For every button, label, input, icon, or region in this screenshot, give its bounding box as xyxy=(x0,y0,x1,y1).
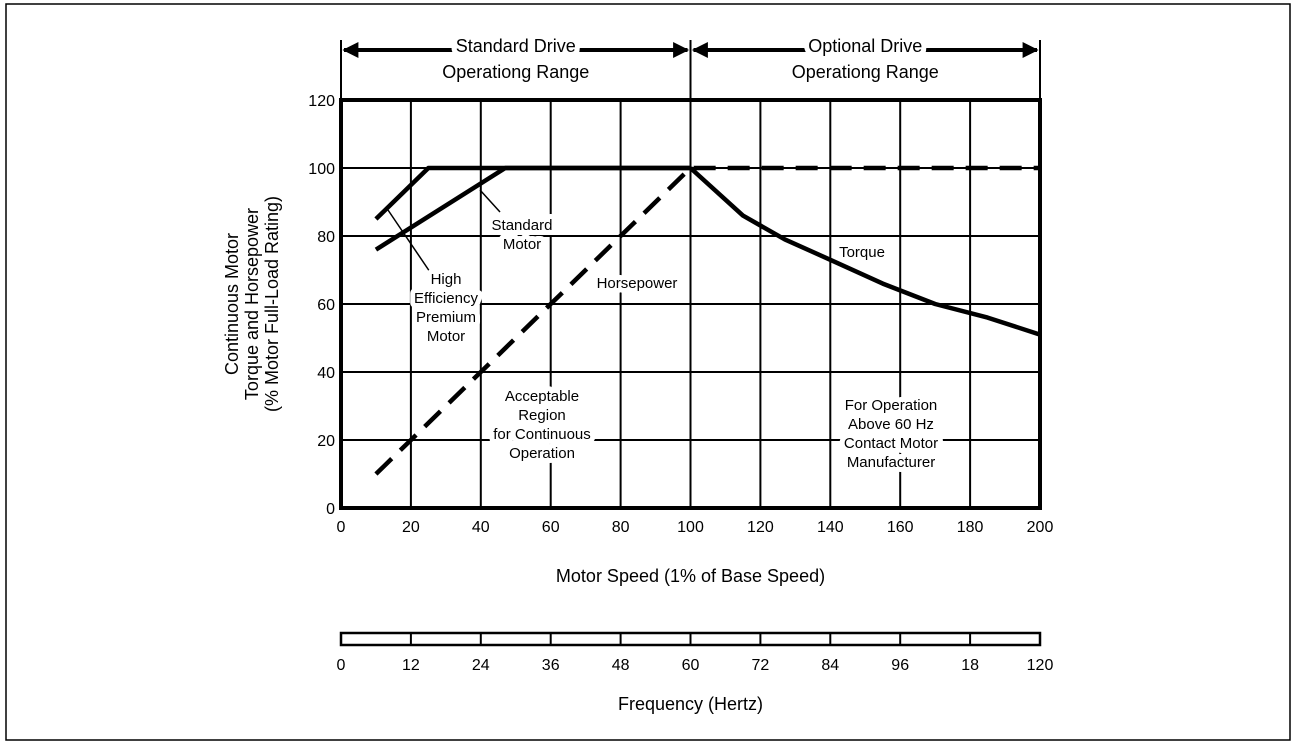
series-label-line: Standard xyxy=(492,217,553,234)
y-axis-label: Continuous MotorTorque and Horsepower(% … xyxy=(222,196,282,412)
leader-line xyxy=(387,209,431,273)
x-tick-label: 80 xyxy=(612,519,630,536)
x2-tick-label: 120 xyxy=(1027,657,1054,674)
frame xyxy=(5,3,1291,741)
series-label: Torque xyxy=(839,244,885,261)
x2-tick-label: 96 xyxy=(891,657,909,674)
annotation: For Operation Above 60 Hz Contact Motor Man… xyxy=(844,397,938,471)
annotation-line: Manufacturer xyxy=(847,454,935,471)
series-label-line: Motor xyxy=(503,236,541,253)
series-label-line: Premium xyxy=(416,309,476,326)
series-label: High Efficiency Premium Motor xyxy=(414,271,478,345)
annotation-line: Acceptable xyxy=(505,388,579,405)
x-tick-label: 200 xyxy=(1027,519,1054,536)
annotation-line: For Operation xyxy=(845,397,938,414)
y-tick-label: 0 xyxy=(326,501,335,518)
y-axis-label-line: (% Motor Full-Load Rating) xyxy=(262,196,282,412)
y-tick-label: 20 xyxy=(317,433,335,450)
x2-tick-label: 60 xyxy=(682,657,700,674)
range-label-line: Optional Drive xyxy=(808,36,922,56)
series-label-line: Efficiency xyxy=(414,290,478,307)
series-label: Horsepower xyxy=(597,275,678,292)
range-label: Optional Drive Operationg Range xyxy=(792,36,939,82)
x2-tick-label: 12 xyxy=(402,657,420,674)
y-tick-label: 100 xyxy=(308,161,335,178)
x-tick-label: 100 xyxy=(677,519,704,536)
y-tick-label: 80 xyxy=(317,229,335,246)
x-tick-label: 40 xyxy=(472,519,490,536)
x-tick-label: 0 xyxy=(337,519,346,536)
y-tick-label: 60 xyxy=(317,297,335,314)
y-axis-label-line: Torque and Horsepower xyxy=(242,208,262,400)
series-label-line: Motor xyxy=(427,328,465,345)
x-tick-label: 120 xyxy=(747,519,774,536)
x2-tick-label: 0 xyxy=(337,657,346,674)
annotation-line: Region xyxy=(518,407,566,424)
x2-tick-label: 18 xyxy=(961,657,979,674)
x2-tick-label: 36 xyxy=(542,657,560,674)
series-label-line: Torque xyxy=(839,244,885,261)
series-line xyxy=(374,165,1040,476)
series-line xyxy=(688,166,1041,337)
y-axis-label-line: Continuous Motor xyxy=(222,233,242,375)
x-tick-label: 140 xyxy=(817,519,844,536)
x-tick-label: 60 xyxy=(542,519,560,536)
annotation-line: Operation xyxy=(509,445,575,462)
x-tick-label: 20 xyxy=(402,519,420,536)
range-label-line: Operationg Range xyxy=(792,62,939,82)
x-tick-label: 160 xyxy=(887,519,914,536)
annotation-line: for Continuous xyxy=(493,426,591,443)
series-label-line: Horsepower xyxy=(597,275,678,292)
range-label: Standard Drive Operationg Range xyxy=(442,36,589,82)
annotation: Acceptable Region for Continuous Operation xyxy=(493,388,591,462)
x2-tick-label: 24 xyxy=(472,657,490,674)
x-tick-label: 180 xyxy=(957,519,984,536)
x-axis-label: Motor Speed (1% of Base Speed) xyxy=(556,566,825,586)
annotation-line: Contact Motor xyxy=(844,435,938,452)
leader-line xyxy=(479,189,501,213)
x2-axis-label: Frequency (Hertz) xyxy=(618,694,763,714)
annotation-line: Above 60 Hz xyxy=(848,416,934,433)
y-tick-label: 120 xyxy=(308,93,335,110)
x2-tick-label: 84 xyxy=(821,657,839,674)
range-label-line: Standard Drive xyxy=(456,36,576,56)
x2-tick-label: 48 xyxy=(612,657,630,674)
y-tick-label: 40 xyxy=(317,365,335,382)
series-line xyxy=(374,165,691,252)
range-label-line: Operationg Range xyxy=(442,62,589,82)
series-label-line: High xyxy=(431,271,462,288)
x2-tick-label: 72 xyxy=(752,657,770,674)
